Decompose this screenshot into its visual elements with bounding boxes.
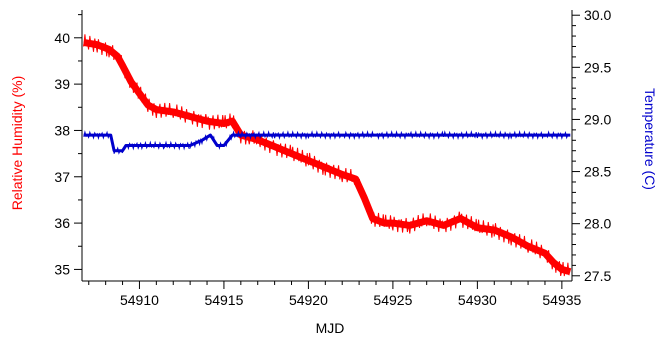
temperature-series-noise [83,130,570,155]
left-y-axis-title: Relative Humidity (%) [9,76,25,211]
right-y-tick-label: 30.0 [584,7,611,23]
humidity-series-line [83,38,572,276]
x-tick-label: 54935 [542,292,581,308]
left-y-tick-label: 37 [54,169,70,185]
right-y-tick-label: 28.5 [584,164,611,180]
axes: 54910 54915 54920 54925 54930 54935 35 36 37 38 39… [54,7,611,308]
humidity-series-noise [83,34,570,277]
left-y-tick-label: 40 [54,30,70,46]
left-y-tick-label: 35 [54,261,70,277]
right-y-axis-title: Temperature (C) [642,88,658,190]
x-tick-label: 54915 [204,292,243,308]
temperature-series-line [83,133,571,153]
left-y-tick-label: 36 [54,215,70,231]
x-tick-label: 54920 [289,292,328,308]
x-tick-label: 54925 [373,292,412,308]
right-y-tick-label: 28.0 [584,216,611,232]
x-tick-label: 54910 [120,292,159,308]
right-y-tick-label: 29.0 [584,111,611,127]
right-y-tick-label: 29.5 [584,59,611,75]
left-y-tick-label: 39 [54,76,70,92]
right-y-tick-label: 27.5 [584,268,611,284]
x-tick-label: 54930 [458,292,497,308]
left-y-tick-label: 38 [54,122,70,138]
x-axis-title: MJD [316,320,345,336]
plot-area [83,34,572,277]
